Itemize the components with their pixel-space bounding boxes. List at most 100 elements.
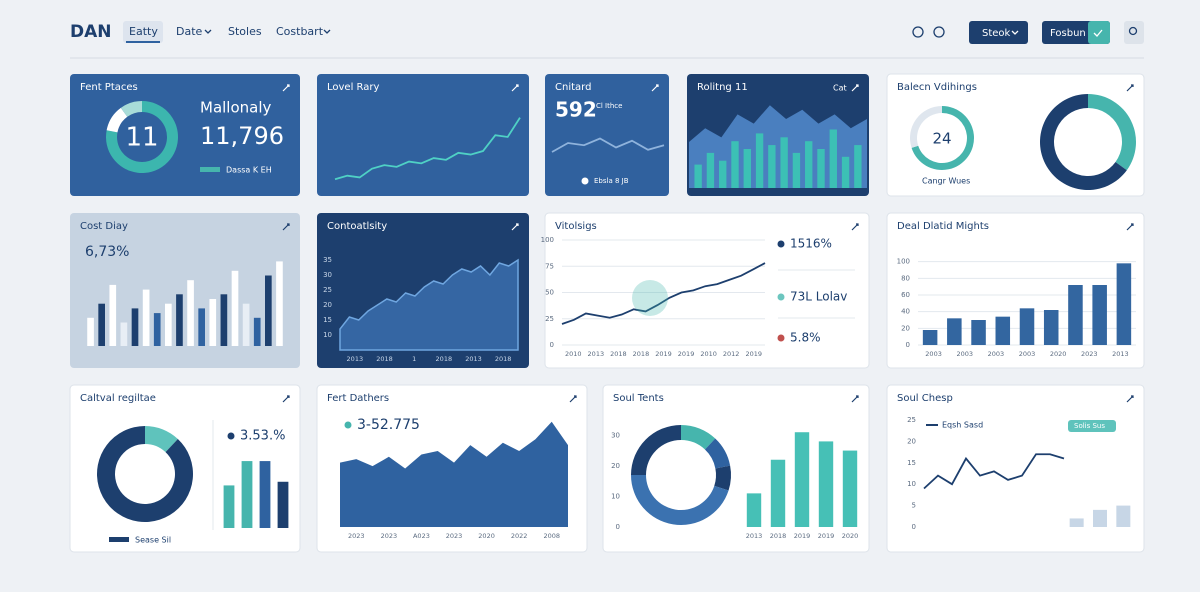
y-tick-label: 75 [545,262,554,270]
bar [1069,518,1084,527]
y-tick-label: 0 [912,523,916,531]
x-tick-label: 2019 [678,350,695,358]
panel-icon [851,395,859,403]
y-tick-label: 50 [545,289,554,297]
panel-title: Fent Ptaces [80,82,138,93]
bar [947,318,962,345]
x-tick-label: 2018 [376,355,393,363]
x-tick-label: A023 [413,532,430,540]
nav-item[interactable]: Stoles [228,25,262,38]
x-tick-label: 2010 [565,350,582,358]
x-tick-label: 2018 [436,355,453,363]
brand: DAN [70,22,112,42]
panel-label: 1516% [790,237,832,251]
donut-segment [714,465,731,491]
bar [131,308,139,346]
nav-item[interactable]: Date [176,25,203,38]
search[interactable] [1124,21,1144,44]
panel-label: Cangr Wues [922,177,970,186]
panel-label: Cl Ithce [596,102,622,110]
bar [770,459,786,527]
bar [253,317,261,346]
panel-title: Soul Chesp [897,393,953,404]
panel-title: Cnitard [555,82,591,93]
x-tick-label: 2003 [1019,350,1036,358]
x-tick-label: 2023 [446,532,463,540]
bar [768,145,776,188]
panel-label: 6,73% [85,244,129,260]
panel-icon [511,84,519,92]
legend-dot [581,177,589,185]
bar [794,432,810,527]
donut-segment [704,438,731,469]
bar [1068,285,1083,345]
bar [223,485,235,528]
bar [265,275,272,346]
icon-bell[interactable] [912,26,924,38]
y-tick-label: 0 [550,341,554,349]
x-tick-label: 2013 [465,355,482,363]
x-tick-label: 2019 [794,532,811,540]
bar [995,316,1011,345]
bar [198,308,205,346]
button[interactable] [969,21,1028,44]
line [334,117,521,181]
donut-segment [631,475,729,525]
y-tick-label: 100 [541,236,554,244]
nav-item[interactable]: Costbart [276,25,324,38]
bar [231,270,239,346]
y-tick-label: 5 [912,502,916,510]
panel-icon [282,84,290,92]
y-tick-label: 20 [901,324,910,332]
x-tick-label: 2018 [770,532,787,540]
bar [220,294,228,346]
bar [1116,263,1132,345]
bar [98,303,105,346]
icon-chat[interactable] [933,26,945,38]
y-tick-label: 25 [545,315,554,323]
bar [241,461,253,528]
donut-segment [120,101,142,117]
bar [120,322,128,346]
panel-title: Cost Diay [80,221,128,232]
area [340,421,568,527]
x-tick-label: 2013 [347,355,364,363]
panel [545,74,669,196]
y-tick-label: 10 [323,331,332,339]
line [561,262,766,325]
bar [187,280,194,346]
bar [176,294,183,346]
panel-icon [1126,395,1134,403]
panel-title: Contoatlsity [327,221,387,232]
bar [259,461,271,528]
y-tick-label: 25 [323,286,332,294]
x-tick-label: 2008 [543,532,560,540]
x-tick-label: 2003 [988,350,1005,358]
panel-icon [851,84,859,92]
panel-label: 592 [555,98,597,122]
y-tick-label: 80 [901,274,910,282]
panel-label: Sease Sil [135,536,171,545]
y-tick-label: 35 [323,256,332,264]
x-tick-label: 2003 [956,350,973,358]
bar [1116,505,1131,527]
bar [817,149,825,188]
button-label: Steok [982,28,1011,39]
bar [87,317,94,346]
panel [317,74,529,196]
panel-label: Dassa K EH [226,166,272,175]
chevron [204,29,212,34]
panels: Fent Ptaces 11 Mallonaly 11,796 Dassa K EH Lo… [69,73,1145,553]
nav-item[interactable]: Eatty [129,25,158,38]
bar [743,149,751,188]
y-tick-label: 60 [901,291,910,299]
y-tick-label: 100 [897,258,910,266]
button-toggle [1088,21,1110,44]
panel-label: 3-52.775 [357,417,420,433]
panel-icon [1126,223,1134,231]
panel-label: Eqsh Sasd [942,421,983,430]
y-tick-label: 15 [907,459,916,467]
panel-title: Vitolsigs [555,221,597,232]
y-tick-label: 20 [907,437,916,445]
bar [109,284,117,346]
